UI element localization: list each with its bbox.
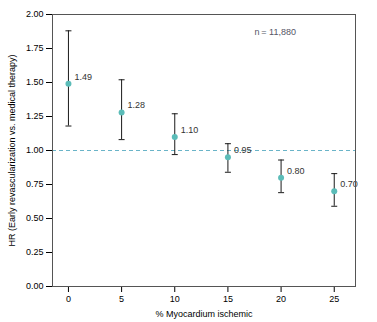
svg-text:0.50: 0.50 [26,213,44,223]
svg-text:1.50: 1.50 [26,77,44,87]
svg-text:0: 0 [66,294,71,304]
svg-text:0.25: 0.25 [26,247,44,257]
svg-text:1.49: 1.49 [74,72,92,82]
svg-text:2.00: 2.00 [26,9,44,19]
svg-text:0.75: 0.75 [26,179,44,189]
svg-text:0.95: 0.95 [234,145,252,155]
svg-text:5: 5 [119,294,124,304]
svg-text:20: 20 [276,294,286,304]
svg-text:1.28: 1.28 [128,100,146,110]
svg-text:1.75: 1.75 [26,43,44,53]
svg-text:0.80: 0.80 [287,166,305,176]
svg-text:HR (Early revascularization vs: HR (Early revascularization vs. medical … [7,54,17,246]
svg-text:n = 11,880: n = 11,880 [255,27,296,37]
svg-text:0.00: 0.00 [26,281,44,291]
svg-text:1.10: 1.10 [181,125,199,135]
svg-text:0.70: 0.70 [340,179,358,190]
svg-text:1.00: 1.00 [26,145,44,155]
svg-text:1.25: 1.25 [26,111,44,121]
svg-text:10: 10 [170,294,180,304]
svg-text:% Myocardium ischemic: % Myocardium ischemic [155,309,253,319]
svg-text:25: 25 [329,294,339,304]
svg-text:15: 15 [223,294,233,304]
